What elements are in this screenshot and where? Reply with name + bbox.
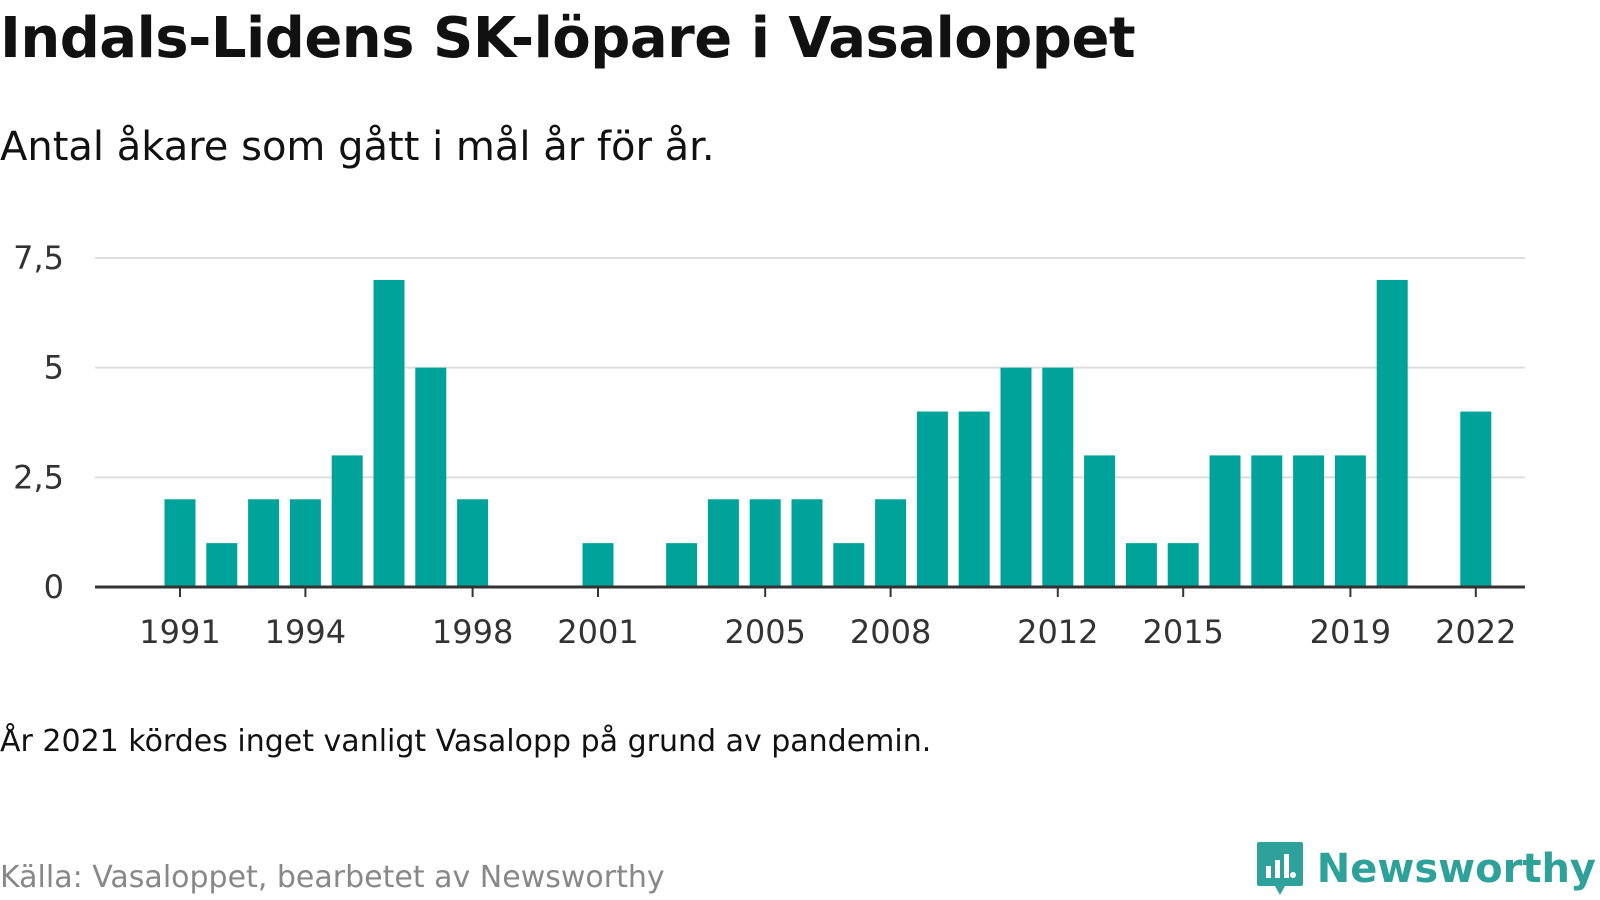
bars (164, 279, 1492, 587)
bar-2020 (1376, 279, 1408, 587)
bar-1996 (373, 279, 405, 587)
brand-name: Newsworthy (1316, 846, 1596, 892)
grid-lines (95, 257, 1525, 479)
source-text: Källa: Vasaloppet, bearbetet av Newswort… (0, 860, 665, 895)
chart-title: Indals-Lidens SK-löpare i Vasaloppet (0, 6, 1136, 71)
x-tick-label: 2022 (1435, 613, 1516, 651)
x-tick-label: 1991 (139, 613, 220, 651)
bar-1997 (415, 367, 447, 587)
bar-2012 (1042, 367, 1074, 587)
bar-2003 (666, 543, 698, 587)
chart-subtitle: Antal åkare som gått i mål år för år. (0, 124, 715, 170)
bar-2015 (1167, 543, 1199, 587)
bar-2019 (1334, 455, 1366, 587)
bar-2009 (916, 411, 948, 587)
bar-2001 (582, 543, 614, 587)
x-axis-ticks: 1991 1994 1998 2001 2005 2008 2012 2015 2019 2022 (139, 587, 1517, 651)
bar-2010 (958, 411, 990, 587)
y-tick-label: 2,5 (13, 458, 64, 496)
bar-2013 (1084, 455, 1116, 587)
bar-2022 (1460, 411, 1492, 587)
newsworthy-logo-icon (1256, 842, 1303, 895)
bar-1998 (457, 499, 489, 587)
bar-2016 (1209, 455, 1241, 587)
x-tick-label: 2005 (724, 613, 805, 651)
y-tick-label: 5 (44, 349, 64, 387)
y-tick-label: 0 (44, 568, 64, 606)
bar-1992 (206, 543, 238, 587)
bar-1993 (248, 499, 280, 587)
bar-2014 (1125, 543, 1157, 587)
bar-2004 (707, 499, 739, 587)
bar-1995 (331, 455, 363, 587)
y-axis-ticks: 0 2,5 5 7,5 (13, 239, 64, 606)
bar-2005 (749, 499, 781, 587)
bar-chart: 0 2,5 5 7,5 1991 1994 1998 2001 2005 2008 2012 201… (13, 239, 1525, 651)
x-tick-label: 2008 (850, 613, 931, 651)
brand-logo: Newsworthy (1255, 840, 1596, 898)
x-tick-label: 1994 (265, 613, 346, 651)
bar-2018 (1293, 455, 1325, 587)
x-tick-label: 2015 (1142, 613, 1223, 651)
bar-2007 (833, 543, 865, 587)
x-tick-label: 2012 (1017, 613, 1098, 651)
y-tick-label: 7,5 (13, 239, 64, 277)
x-tick-label: 2019 (1310, 613, 1391, 651)
bar-1994 (289, 499, 321, 587)
x-tick-label: 1998 (432, 613, 513, 651)
footnote: År 2021 kördes inget vanligt Vasalopp på… (0, 724, 932, 759)
bar-2006 (791, 499, 823, 587)
bar-2008 (875, 499, 907, 587)
bar-1991 (164, 499, 196, 587)
bar-2017 (1251, 455, 1283, 587)
x-tick-label: 2001 (557, 613, 638, 651)
bar-2011 (1000, 367, 1032, 587)
